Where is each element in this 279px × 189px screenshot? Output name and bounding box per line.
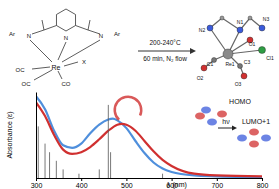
bond xyxy=(32,67,50,69)
x-tick: 800 xyxy=(257,178,269,189)
transition-stick xyxy=(38,126,39,178)
transition-stick xyxy=(99,169,100,178)
annotation: O3 xyxy=(235,81,242,87)
x-axis: 300400500600700800 xyxy=(31,178,269,189)
x-tick-mark xyxy=(217,178,218,181)
transition-stick xyxy=(108,105,109,178)
annotation: O2 xyxy=(197,75,204,81)
transition-stick xyxy=(63,169,64,178)
atom xyxy=(237,27,243,33)
atom xyxy=(220,16,224,20)
y-axis xyxy=(36,93,37,179)
transition-stick xyxy=(45,144,46,178)
bond xyxy=(58,71,62,79)
x-axis-title: λ (nm) xyxy=(167,181,187,189)
x-tick-label: 800 xyxy=(257,182,269,189)
orbital-lobe xyxy=(249,129,259,136)
annotation: N2 xyxy=(199,27,206,33)
annotation: OC xyxy=(16,67,26,73)
bond xyxy=(30,40,52,62)
orbital-lobe xyxy=(207,119,217,126)
annotation: CO xyxy=(62,81,71,87)
atom xyxy=(238,64,243,69)
atom xyxy=(248,16,252,20)
transition-arrow xyxy=(218,128,232,129)
x-tick: 700 xyxy=(211,178,223,189)
annotation: Ar xyxy=(114,31,120,37)
annotation: hν xyxy=(222,118,230,125)
reaction-arrow-head xyxy=(190,48,196,54)
annotation: C3 xyxy=(244,59,251,65)
bond xyxy=(76,26,88,31)
bond xyxy=(44,26,56,31)
annotation: 60 min, N₂ flow xyxy=(143,55,187,62)
annotation: LUMO+1 xyxy=(242,118,270,125)
figure: 300400500600700800λ (nm)Absorbance (ε)Ar… xyxy=(0,0,279,189)
bond xyxy=(58,42,66,60)
orbital-lobe xyxy=(195,113,205,120)
y-axis-line xyxy=(36,93,37,179)
annotation: N xyxy=(27,33,31,39)
pyridine-ring xyxy=(56,9,75,31)
x-tick: 400 xyxy=(76,178,88,189)
annotation: Cl1 xyxy=(266,55,274,61)
x-tick: 300 xyxy=(31,178,43,189)
atom xyxy=(207,25,213,31)
orbital-lobe xyxy=(237,135,247,142)
bond xyxy=(42,20,44,30)
orbital-lobe xyxy=(261,135,271,142)
annotation: C1 xyxy=(207,61,214,67)
x-tick-label: 400 xyxy=(76,182,88,189)
crystal-structure xyxy=(201,16,266,79)
atom xyxy=(223,49,233,59)
atom xyxy=(259,47,266,54)
shift-arrow xyxy=(114,95,143,120)
orbitals xyxy=(195,107,271,148)
atom xyxy=(241,73,247,79)
annotation: O1 xyxy=(249,41,256,47)
x-tick: 500 xyxy=(121,178,133,189)
x-tick-mark xyxy=(81,178,82,181)
spectrum-line xyxy=(36,96,262,177)
x-tick-label: 700 xyxy=(211,182,223,189)
transition-stick xyxy=(110,152,111,178)
orbital-lobe xyxy=(217,111,227,118)
plot-area xyxy=(36,96,262,178)
orbital-lobe xyxy=(201,107,211,114)
transition-stick xyxy=(49,152,50,178)
transition-stick xyxy=(78,174,79,178)
bond xyxy=(88,20,90,30)
annotation: X xyxy=(82,59,86,65)
annotation: Ar xyxy=(9,31,15,37)
x-tick-mark xyxy=(262,178,263,181)
scheme-drawing xyxy=(30,9,196,80)
bond xyxy=(64,62,78,66)
y-axis-title: Absorbance (ε) xyxy=(6,111,14,158)
transition-arrow-head xyxy=(232,126,237,131)
atom xyxy=(259,25,265,31)
bond xyxy=(34,70,52,80)
annotation: OC xyxy=(22,81,32,87)
annotation: Re xyxy=(52,64,61,71)
annotation: HOMO xyxy=(229,98,251,105)
annotation: Re1 xyxy=(225,61,234,67)
x-tick-label: 300 xyxy=(31,182,43,189)
transition-stick xyxy=(162,174,163,178)
annotation: N3 xyxy=(263,16,270,22)
x-tick-label: 500 xyxy=(121,182,133,189)
annotation: N xyxy=(64,35,68,41)
annotation: N xyxy=(99,33,103,39)
annotation: 200-240°C xyxy=(149,39,180,46)
bond xyxy=(32,30,44,34)
transition-stick xyxy=(56,161,57,178)
annotation: N1 xyxy=(237,19,244,25)
spectrum-line xyxy=(36,102,262,176)
reaction-arrow xyxy=(138,51,190,52)
orbital-lobe xyxy=(249,141,259,148)
x-tick-mark xyxy=(126,178,127,181)
x-axis-line xyxy=(37,179,263,182)
